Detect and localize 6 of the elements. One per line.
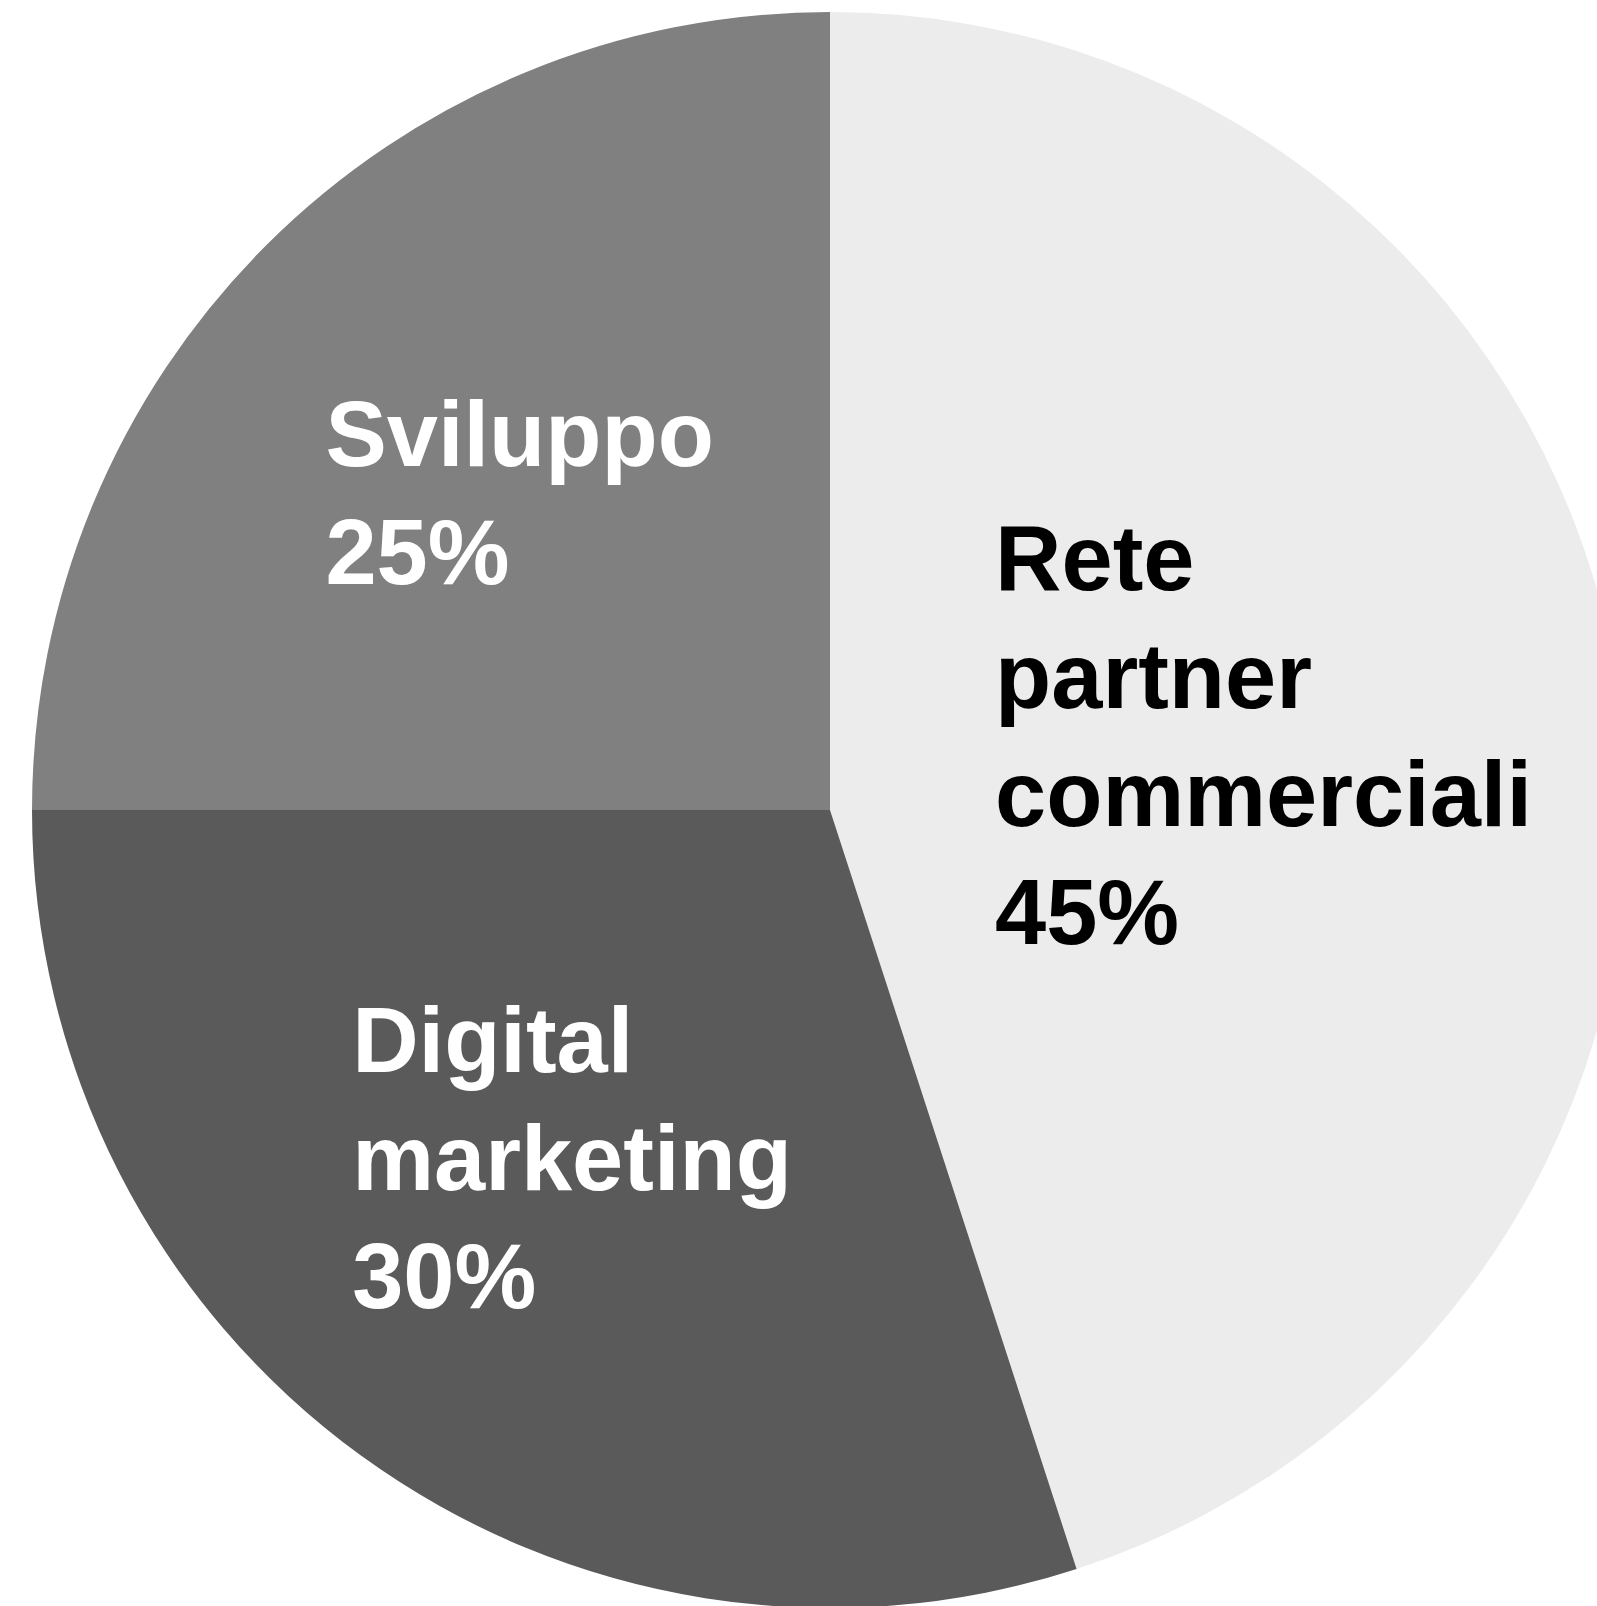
slice-label: Rete partner commerciali [995,506,1532,845]
slice-label: Digital marketing [352,989,792,1210]
slice-label: Sviluppo [325,383,714,486]
data-label: 30% [352,1225,537,1328]
data-label: 45% [995,860,1180,963]
data-label: 25% [325,501,510,604]
